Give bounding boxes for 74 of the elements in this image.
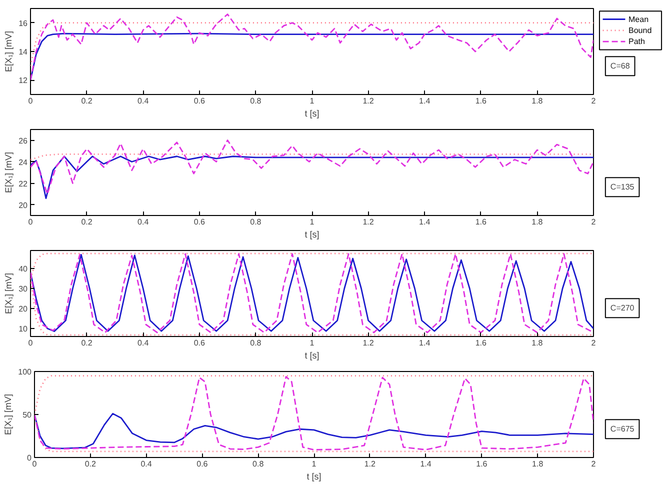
x-tick-label: 0.8	[250, 96, 262, 106]
text: C=675	[610, 424, 635, 434]
x-tick-label: 0.2	[81, 218, 93, 226]
x-tick-label: 1.4	[420, 460, 432, 468]
x-axis-title: t [s]	[304, 350, 320, 360]
legend-label: Path	[628, 37, 645, 46]
y-tick-label: 0	[27, 454, 32, 462]
x-tick-label: 1.4	[419, 338, 431, 348]
x-tick-label: 1.8	[532, 96, 544, 106]
y-tick-label: 100	[18, 368, 32, 376]
text: C=270	[610, 304, 635, 313]
x-tick-label: 1.2	[362, 218, 374, 226]
y-tick-label: 40	[18, 264, 28, 274]
x-tick-label: 1	[310, 338, 315, 348]
line-series	[30, 156, 594, 199]
y-tick-label: 10	[18, 324, 28, 334]
x-tick-label: 0.4	[138, 96, 150, 106]
y-axis-title: E[X₁] [mV]	[4, 152, 14, 194]
y-tick-label: 30	[18, 284, 28, 294]
x-tick-label: 0.2	[81, 96, 93, 106]
x-axis-title: t [s]	[304, 230, 320, 240]
y-tick-label: 50	[22, 410, 32, 420]
x-tick-label: 0.2	[81, 338, 93, 348]
x-tick-label: 1	[310, 218, 315, 226]
x-tick-label: 2	[591, 460, 596, 468]
x-tick-label: 0.8	[250, 338, 262, 348]
y-tick-label: 20	[18, 304, 28, 314]
x-tick-label: 1	[312, 460, 317, 468]
x-tick-label: 0.4	[138, 338, 150, 348]
y-tick-label: 22	[18, 179, 28, 188]
x-tick-label: 0.4	[140, 460, 152, 468]
line-series	[30, 14, 594, 81]
x-tick-label: 2	[591, 96, 596, 106]
x-tick-label: 1.8	[532, 218, 544, 226]
x-tick-label: 0.4	[138, 218, 150, 226]
x-tick-label: 1.6	[475, 96, 488, 106]
x-tick-label: 2	[591, 218, 596, 226]
y-tick-label: 16	[18, 18, 28, 28]
text: C=68	[610, 62, 630, 71]
legend-label: Mean	[628, 14, 649, 24]
x-tick-label: 1.2	[364, 460, 376, 468]
x-tick-label: 0.6	[194, 338, 206, 348]
y-tick-label: 14	[18, 48, 28, 56]
x-tick-label: 1.2	[362, 96, 374, 106]
x-tick-label: 0.8	[252, 460, 264, 468]
x-tick-label: 0.8	[250, 218, 262, 226]
text: C=135	[610, 182, 635, 192]
x-tick-label: 1.6	[475, 338, 488, 348]
line-series	[30, 140, 594, 195]
x-axis-title: t [s]	[306, 472, 322, 482]
y-axis-title: E[X₁] [mV]	[4, 272, 14, 314]
y-axis-title: E[X₁] [mV]	[4, 30, 14, 72]
x-tick-label: 1.2	[362, 338, 374, 348]
x-tick-label: 1.6	[476, 460, 488, 468]
y-tick-label: 26	[18, 136, 28, 146]
x-axis-title: t [s]	[304, 108, 320, 118]
x-tick-label: 1.8	[532, 338, 544, 348]
x-tick-label: 1.8	[532, 460, 544, 468]
x-tick-label: 0.6	[194, 96, 206, 106]
x-tick-label: 0.6	[194, 218, 206, 226]
y-axis-title: E[X₁] [mV]	[3, 394, 14, 436]
x-tick-label: 0.2	[84, 460, 97, 468]
x-tick-label: 1.6	[475, 218, 488, 226]
line-series	[34, 412, 594, 450]
x-tick-label: 1.4	[419, 218, 431, 226]
y-tick-label: 12	[18, 76, 28, 86]
x-tick-label: 2	[591, 338, 596, 348]
y-tick-label: 20	[18, 200, 28, 210]
line-series	[30, 22, 594, 67]
legend-label: Bound	[628, 26, 652, 35]
x-tick-label: 1.4	[419, 96, 431, 106]
x-tick-label: 1	[310, 96, 315, 106]
y-tick-label: 24	[18, 158, 28, 167]
x-tick-label: 0.6	[196, 460, 208, 468]
